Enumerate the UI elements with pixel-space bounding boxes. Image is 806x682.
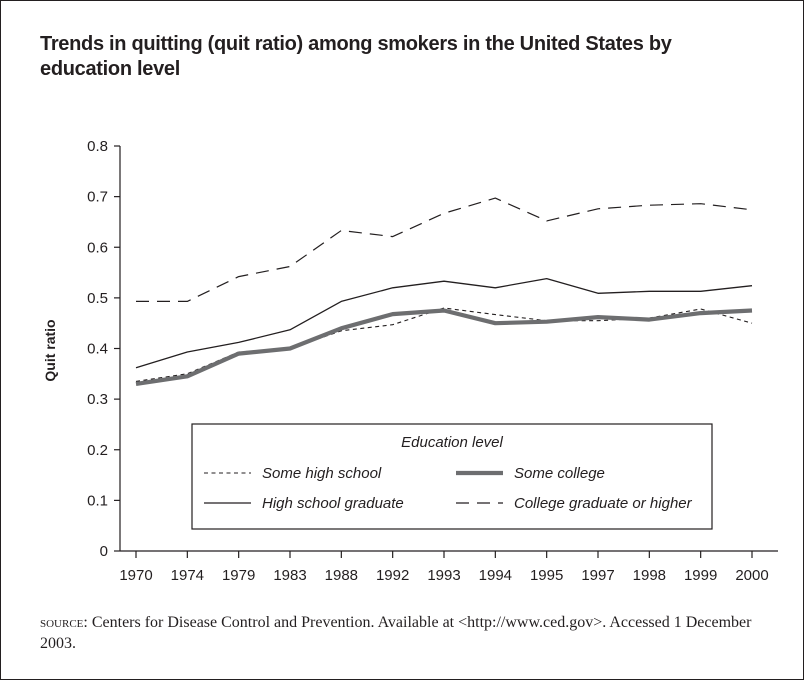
axes: 0 0.1 0.2 0.3 0.4 0.5 0.6 0.7 0.8 1970 1974 1979 198… [87,138,778,584]
y-tick-label: 0 [100,543,108,560]
y-tick-label: 0.3 [87,391,108,408]
x-tick-label: 1995 [530,567,563,584]
x-tick-label: 1979 [222,567,255,584]
y-tick-label: 0.8 [87,138,108,155]
source-label: source: [40,614,88,631]
y-axis-label: Quit ratio [42,319,58,381]
source-text: Centers for Disease Control and Preventi… [40,614,752,652]
legend-label-4: College graduate or higher [514,495,693,512]
y-tick-label: 0.2 [87,442,108,459]
series-layer [135,197,753,386]
legend-box [191,423,713,530]
x-tick-label: 1983 [273,567,306,584]
series-line-4 [136,197,753,302]
x-tick-label: 1992 [376,567,409,584]
legend: Education level Some high school Some coll… [191,423,713,530]
y-tick-label: 0.5 [87,290,108,307]
legend-label-2: Some college [514,465,605,482]
y-tick-label: 0.1 [87,492,108,509]
x-tick-label: 1999 [684,567,717,584]
legend-label-1: Some high school [262,465,382,482]
y-tick-label: 0.7 [87,189,108,206]
series-line-3 [135,277,753,369]
series-line-2 [135,308,753,386]
x-tick-label: 1994 [479,567,512,584]
x-tick-label: 2000 [735,567,768,584]
x-tick-label: 1988 [325,567,358,584]
x-tick-label: 1970 [119,567,152,584]
x-tick-label: 1974 [171,567,204,584]
source-note: source: Centers for Disease Control and … [40,612,790,654]
x-tick-label: 1997 [581,567,614,584]
x-tick-label: 1998 [633,567,666,584]
x-tick-label: 1993 [427,567,460,584]
legend-title: Education level [401,434,503,451]
legend-label-3: High school graduate [262,495,404,512]
y-tick-label: 0.6 [87,239,108,256]
chart-title: Trends in quitting (quit ratio) among sm… [40,33,672,80]
y-tick-label: 0.4 [87,341,108,358]
